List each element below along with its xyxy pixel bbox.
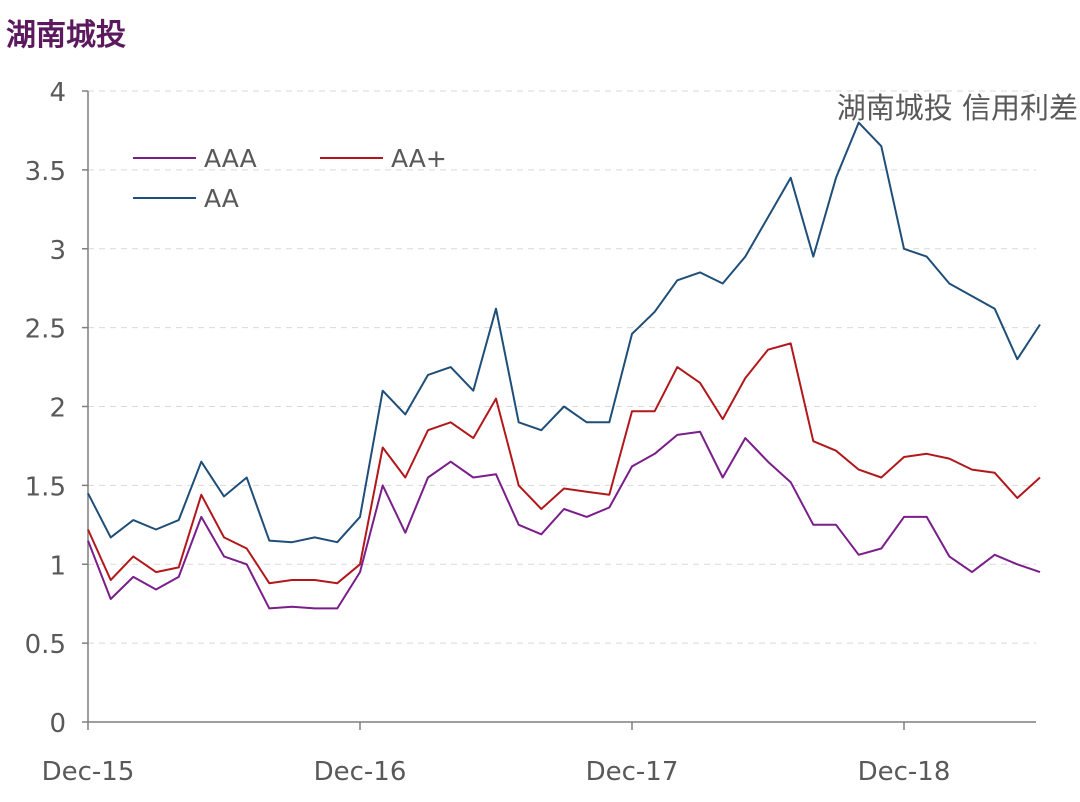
series-line-aa-plus bbox=[87, 342, 1041, 585]
series-line-aaa bbox=[87, 430, 1041, 610]
series-lines bbox=[87, 121, 1041, 610]
y-tick-label: 0 bbox=[49, 709, 66, 739]
y-tick-label: 2 bbox=[49, 394, 66, 424]
y-tick-label: 1 bbox=[49, 551, 66, 581]
tick-labels: 0 0.5 1 1.5 2 2.5 3 3.5 4 Dec-15 Dec-16 Dec-17 Dec-1… bbox=[25, 78, 951, 787]
y-tick-label: 0.5 bbox=[25, 630, 66, 660]
y-tick-label: 3.5 bbox=[25, 157, 66, 187]
x-tick-label: Dec-17 bbox=[586, 757, 679, 787]
legend-label: AA+ bbox=[391, 144, 447, 173]
legend: AAA AA+ AA bbox=[133, 144, 447, 213]
y-tick-label: 3 bbox=[49, 236, 66, 266]
axes bbox=[82, 90, 1036, 730]
y-tick-label: 2.5 bbox=[25, 315, 66, 345]
legend-label: AA bbox=[204, 184, 239, 213]
y-tick-label: 1.5 bbox=[25, 472, 66, 502]
page-title: 湖南城投 bbox=[6, 18, 126, 53]
series-line-aa bbox=[87, 121, 1041, 544]
grid-lines bbox=[88, 90, 1036, 644]
x-tick-label: Dec-18 bbox=[858, 757, 951, 787]
x-tick-label: Dec-15 bbox=[42, 757, 135, 787]
y-tick-label: 4 bbox=[49, 78, 66, 108]
x-tick-label: Dec-16 bbox=[314, 757, 407, 787]
chart-title: 湖南城投 信用利差 bbox=[837, 91, 1078, 125]
legend-label: AAA bbox=[204, 144, 257, 173]
